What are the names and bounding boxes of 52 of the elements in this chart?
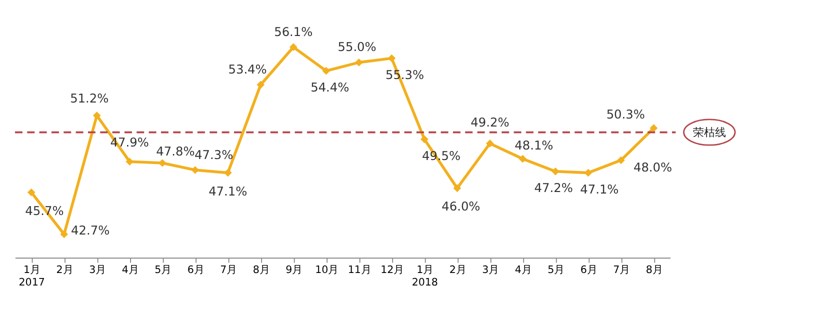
- x-tick-label: 1月 2018: [412, 264, 438, 288]
- x-tick-label: 7月: [613, 264, 630, 276]
- data-label: 49.2%: [470, 116, 510, 130]
- point: [552, 167, 560, 176]
- point: [617, 156, 625, 164]
- data-label: 48.0%: [633, 160, 672, 174]
- point: [486, 140, 494, 148]
- x-tick-label: 9月: [286, 264, 302, 276]
- data-label: 53.4%: [228, 62, 267, 77]
- x-tick-label: 6月: [580, 264, 597, 276]
- x-tick-label: 3月: [482, 264, 499, 276]
- data-label: 47.1%: [580, 182, 619, 196]
- point: [27, 188, 36, 196]
- x-tick-label: 3月: [89, 264, 106, 276]
- data-label: 47.8%: [156, 144, 195, 159]
- point: [420, 135, 428, 144]
- data-label: 47.3%: [194, 148, 234, 162]
- data-label: 51.2%: [70, 91, 109, 106]
- data-label: 47.2%: [534, 180, 573, 195]
- x-tick-label: 1月 2017: [18, 264, 45, 288]
- x-tick-label: 8月: [252, 264, 270, 276]
- x-tick-label: 4月: [514, 264, 532, 276]
- x-tick-label: 2月: [449, 264, 466, 276]
- point: [388, 54, 396, 62]
- point: [322, 66, 330, 75]
- x-tick-label: 6月: [187, 264, 204, 276]
- x-tick-label: 11月: [348, 264, 371, 276]
- data-label: 55.0%: [338, 40, 376, 54]
- point: [518, 154, 527, 163]
- x-tick-label: 10月: [315, 264, 338, 276]
- point: [256, 80, 265, 89]
- point: [60, 230, 68, 238]
- point: [92, 112, 101, 120]
- x-tick-label: 12月: [380, 264, 404, 276]
- data-label: 42.7%: [71, 223, 110, 238]
- data-label: 47.1%: [208, 184, 248, 198]
- data-label: 48.1%: [514, 138, 554, 152]
- x-tick-label: 5月: [548, 264, 564, 276]
- data-label: 46.0%: [442, 200, 480, 214]
- data-label: 56.1%: [274, 24, 313, 39]
- ref-line-label: 荣枯线: [692, 126, 726, 140]
- x-tick-label: 7月: [220, 264, 237, 276]
- x-tick-label: 4月: [122, 264, 138, 276]
- point: [354, 58, 363, 66]
- point: [289, 43, 298, 51]
- x-tick-label: 2月: [56, 264, 73, 276]
- data-label: 54.4%: [310, 80, 350, 94]
- x-tick-label: 8月: [646, 264, 662, 276]
- x-tick-label: 5月: [154, 264, 172, 276]
- data-label: 50.3%: [606, 108, 645, 122]
- point: [650, 124, 658, 132]
- point: [453, 184, 462, 192]
